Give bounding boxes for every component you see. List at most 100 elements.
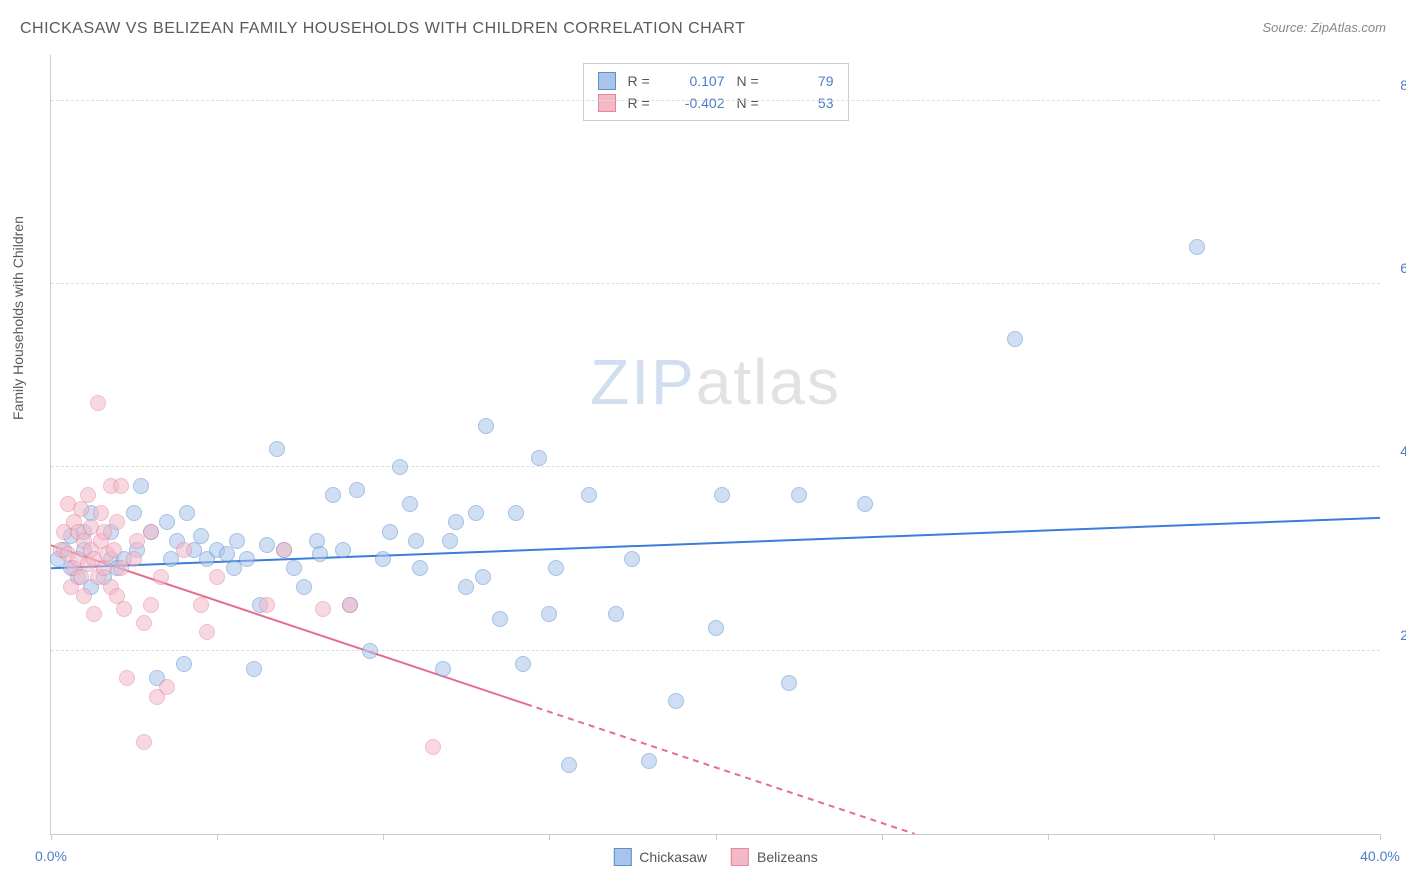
dot-chickasaw: [1189, 239, 1205, 255]
dot-chickasaw: [335, 542, 351, 558]
dot-belizeans: [73, 501, 89, 517]
dot-chickasaw: [159, 514, 175, 530]
dot-belizeans: [80, 487, 96, 503]
legend-swatch-chickasaw: [598, 72, 616, 90]
dot-belizeans: [93, 505, 109, 521]
dot-chickasaw: [402, 496, 418, 512]
dot-chickasaw: [179, 505, 195, 521]
dot-belizeans: [86, 606, 102, 622]
legend-n-value-belizeans: 53: [779, 95, 834, 111]
legend-n-value-chickasaw: 79: [779, 73, 834, 89]
watermark-zip: ZIP: [590, 346, 696, 418]
dot-belizeans: [276, 542, 292, 558]
dot-chickasaw: [508, 505, 524, 521]
y-tick-label: 20.0%: [1400, 627, 1406, 643]
legend-row-chickasaw: R = 0.107 N = 79: [598, 70, 834, 92]
dot-chickasaw: [1007, 331, 1023, 347]
dot-belizeans: [116, 601, 132, 617]
watermark-atlas: atlas: [696, 346, 841, 418]
gridline: [51, 283, 1380, 284]
source-attribution: Source: ZipAtlas.com: [1262, 20, 1386, 35]
dot-chickasaw: [531, 450, 547, 466]
legend-label-belizeans: Belizeans: [757, 849, 818, 865]
chart-title: CHICKASAW VS BELIZEAN FAMILY HOUSEHOLDS …: [20, 20, 745, 38]
dot-chickasaw: [259, 537, 275, 553]
dot-chickasaw: [133, 478, 149, 494]
dot-chickasaw: [458, 579, 474, 595]
legend-label-chickasaw: Chickasaw: [639, 849, 707, 865]
dot-chickasaw: [641, 753, 657, 769]
dot-chickasaw: [176, 656, 192, 672]
legend-n-label: N =: [737, 95, 767, 111]
gridline: [51, 100, 1380, 101]
dot-chickasaw: [478, 418, 494, 434]
dot-chickasaw: [541, 606, 557, 622]
dot-chickasaw: [392, 459, 408, 475]
gridline: [51, 466, 1380, 467]
dot-chickasaw: [239, 551, 255, 567]
dot-chickasaw: [382, 524, 398, 540]
dot-chickasaw: [286, 560, 302, 576]
dot-chickasaw: [781, 675, 797, 691]
dot-chickasaw: [581, 487, 597, 503]
x-tick: [1214, 834, 1215, 840]
dot-belizeans: [126, 551, 142, 567]
x-tick: [383, 834, 384, 840]
dot-chickasaw: [857, 496, 873, 512]
legend-swatch-chickasaw: [613, 848, 631, 866]
dot-chickasaw: [624, 551, 640, 567]
dot-chickasaw: [561, 757, 577, 773]
legend-r-label: R =: [628, 95, 658, 111]
source-prefix: Source:: [1262, 20, 1310, 35]
dot-belizeans: [136, 734, 152, 750]
legend-r-value-belizeans: -0.402: [670, 95, 725, 111]
dot-chickasaw: [515, 656, 531, 672]
dot-chickasaw: [468, 505, 484, 521]
x-tick: [549, 834, 550, 840]
dot-belizeans: [96, 560, 112, 576]
dot-chickasaw: [126, 505, 142, 521]
legend-item-belizeans: Belizeans: [731, 848, 818, 866]
dot-belizeans: [176, 542, 192, 558]
y-tick-label: 60.0%: [1400, 260, 1406, 276]
dot-chickasaw: [435, 661, 451, 677]
legend-item-chickasaw: Chickasaw: [613, 848, 707, 866]
x-tick: [882, 834, 883, 840]
dot-belizeans: [199, 624, 215, 640]
trend-line: [526, 704, 915, 834]
dot-chickasaw: [412, 560, 428, 576]
dot-belizeans: [76, 588, 92, 604]
legend-r-label: R =: [628, 73, 658, 89]
y-tick-label: 80.0%: [1400, 77, 1406, 93]
dot-chickasaw: [349, 482, 365, 498]
legend-row-belizeans: R = -0.402 N = 53: [598, 92, 834, 114]
dot-belizeans: [209, 569, 225, 585]
x-tick-label: 40.0%: [1360, 848, 1400, 864]
dot-belizeans: [136, 615, 152, 631]
trend-lines-svg: [51, 55, 1380, 834]
dot-belizeans: [193, 597, 209, 613]
dot-chickasaw: [448, 514, 464, 530]
x-tick: [51, 834, 52, 840]
dot-chickasaw: [714, 487, 730, 503]
legend-series: Chickasaw Belizeans: [613, 848, 817, 866]
dot-belizeans: [109, 514, 125, 530]
legend-stats: R = 0.107 N = 79 R = -0.402 N = 53: [583, 63, 849, 121]
dot-belizeans: [90, 395, 106, 411]
source-name: ZipAtlas.com: [1311, 20, 1386, 35]
dot-chickasaw: [791, 487, 807, 503]
y-axis-label: Family Households with Children: [10, 216, 26, 420]
dot-belizeans: [119, 670, 135, 686]
dot-chickasaw: [548, 560, 564, 576]
dot-belizeans: [143, 524, 159, 540]
x-tick-label: 0.0%: [35, 848, 67, 864]
dot-chickasaw: [442, 533, 458, 549]
dot-chickasaw: [408, 533, 424, 549]
dot-chickasaw: [229, 533, 245, 549]
dot-belizeans: [73, 569, 89, 585]
dot-chickasaw: [475, 569, 491, 585]
dot-chickasaw: [325, 487, 341, 503]
dot-belizeans: [315, 601, 331, 617]
dot-chickasaw: [375, 551, 391, 567]
watermark: ZIPatlas: [590, 345, 841, 419]
